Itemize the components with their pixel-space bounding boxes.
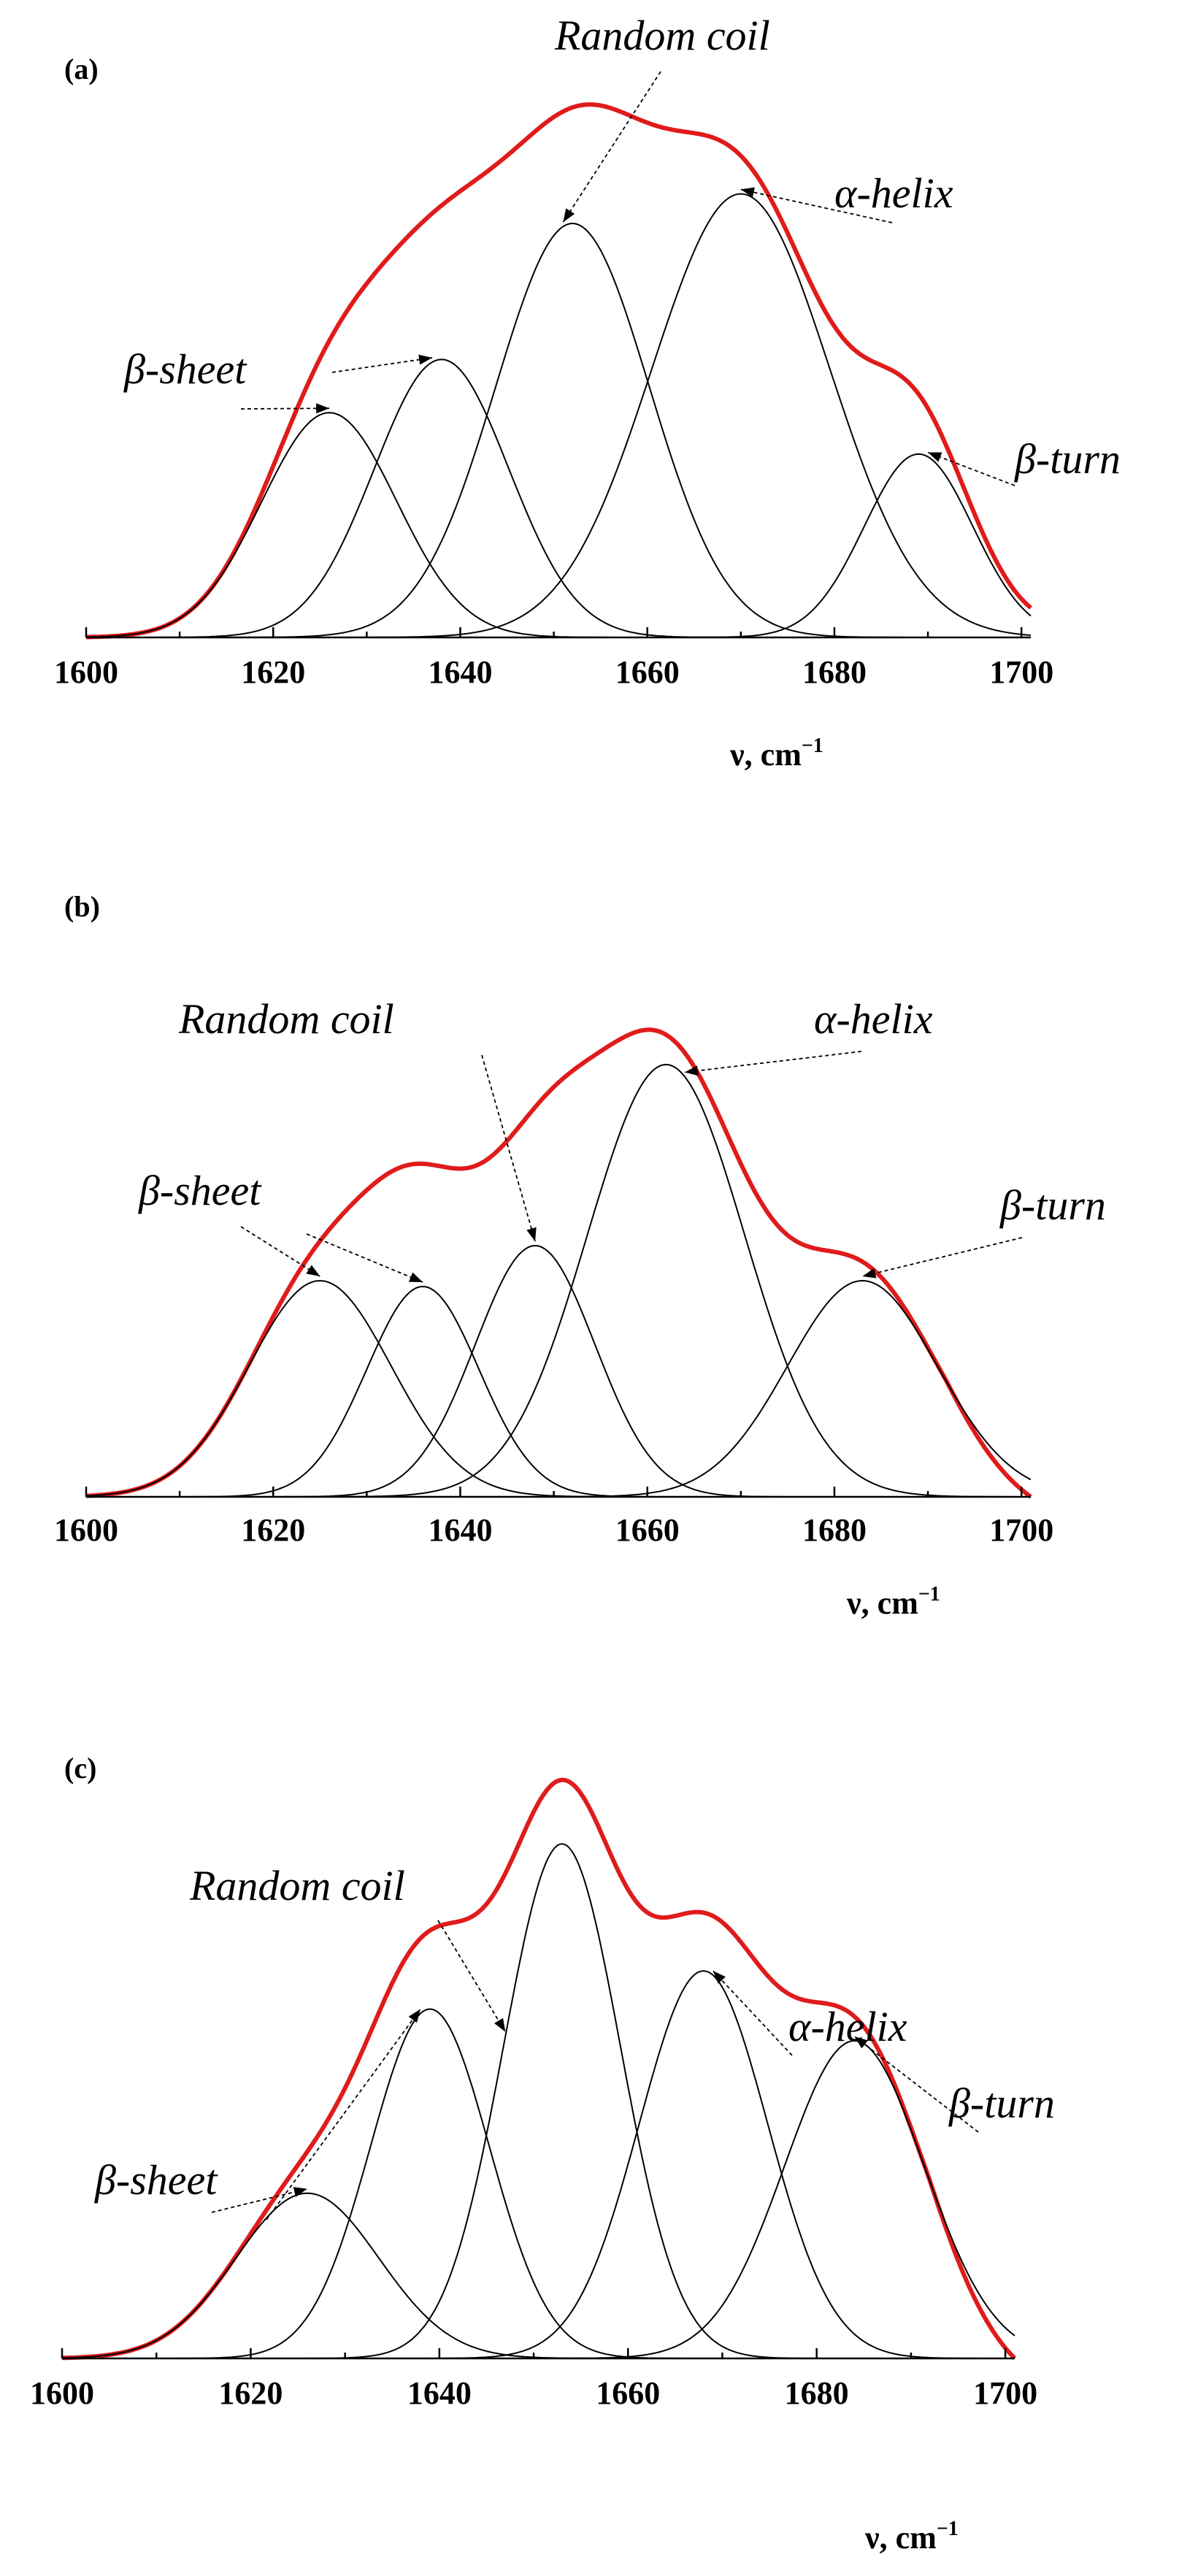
x-tick-label: 1680 xyxy=(785,2375,849,2411)
x-tick-label: 1640 xyxy=(428,1512,492,1548)
component-beta-sheet-1 xyxy=(62,2192,1015,2359)
panel-1: 1600 1620 1640 1660 1680 1700 (a) ν, cm−1 Random… xyxy=(54,12,1121,773)
annotation-alpha-helix: α-helix xyxy=(834,169,953,217)
annotation-random-coil: Random coil xyxy=(554,12,770,59)
x-tick-label: 1600 xyxy=(30,2375,94,2411)
annotation-beta-sheet: β-sheet xyxy=(123,345,247,393)
annotation-random-coil: Random coil xyxy=(189,1862,405,1909)
panel-label: (a) xyxy=(64,53,99,85)
component-beta-sheet-2 xyxy=(86,1285,1031,1498)
x-axis-label-text: ν, cm xyxy=(864,2520,937,2556)
x-axis-label-exponent: −1 xyxy=(918,1583,940,1606)
annotation-arrowhead xyxy=(713,1971,726,1984)
annotation-arrowhead xyxy=(418,354,432,365)
annotation-beta-sheet: β-sheet xyxy=(138,1167,262,1214)
x-axis-label: ν, cm−1 xyxy=(729,735,823,773)
annotation-beta-turn: β-turn xyxy=(948,2079,1055,2127)
annotation-beta-sheet: β-sheet xyxy=(94,2156,218,2204)
x-axis-label: ν, cm−1 xyxy=(864,2518,959,2556)
x-tick-label: 1660 xyxy=(596,2375,660,2411)
annotation-arrowhead xyxy=(306,1265,320,1276)
x-axis-label-exponent: −1 xyxy=(802,735,823,757)
panel-label: (c) xyxy=(64,1752,96,1785)
annotation-beta-turn: β-turn xyxy=(1014,435,1121,483)
annotation-arrowhead xyxy=(862,1268,877,1279)
component-beta-sheet-1 xyxy=(86,412,1031,638)
x-tick-label: 1660 xyxy=(615,654,680,690)
component-beta-turn-5 xyxy=(86,453,1032,638)
annotation-arrow xyxy=(240,1226,320,1277)
x-tick-label: 1620 xyxy=(241,1512,305,1548)
annotation-arrow xyxy=(481,1054,536,1242)
component-random-coil-3 xyxy=(62,1843,1015,2359)
annotation-arrowhead xyxy=(685,1065,699,1076)
x-tick-label: 1700 xyxy=(989,654,1053,690)
x-axis-label-text: ν, cm xyxy=(846,1585,918,1621)
annotation-arrowhead xyxy=(408,2009,420,2023)
x-tick-label: 1700 xyxy=(989,1512,1053,1548)
panel-3: 1600 1620 1640 1660 1680 1700 (c) ν, cm−1 Random… xyxy=(30,1752,1055,2556)
x-axis-label-text: ν, cm xyxy=(729,737,802,773)
component-beta-sheet-1 xyxy=(85,1279,1031,1498)
annotation-arrowhead xyxy=(928,452,942,462)
annotation-arrowhead xyxy=(408,1272,423,1282)
annotation-alpha-helix: α-helix xyxy=(814,995,933,1043)
annotation-alpha-helix: α-helix xyxy=(788,2003,907,2050)
annotation-arrowhead xyxy=(740,187,755,198)
annotation-arrow xyxy=(712,1970,793,2056)
component-beta-sheet-2 xyxy=(86,359,1031,638)
envelope-curve xyxy=(86,102,1032,640)
annotation-arrowhead xyxy=(563,208,575,223)
x-tick-label: 1640 xyxy=(428,654,492,690)
annotation-arrow xyxy=(562,71,661,223)
x-tick-label: 1680 xyxy=(802,654,867,690)
annotation-random-coil: Random coil xyxy=(178,995,394,1043)
annotation-arrow xyxy=(684,1051,862,1073)
annotation-beta-turn: β-turn xyxy=(999,1181,1106,1229)
annotation-arrow xyxy=(927,451,1015,486)
x-tick-label: 1660 xyxy=(615,1512,680,1548)
annotation-arrowhead xyxy=(526,1227,537,1241)
annotation-arrow xyxy=(862,1237,1023,1277)
annotation-arrow xyxy=(437,1920,507,2033)
annotation-arrowhead xyxy=(293,2187,307,2197)
x-tick-label: 1620 xyxy=(241,654,305,690)
x-tick-label: 1600 xyxy=(54,1512,118,1548)
x-tick-label: 1700 xyxy=(973,2375,1037,2411)
annotation-arrowhead xyxy=(854,2036,868,2049)
x-tick-label: 1640 xyxy=(407,2375,472,2411)
annotation-arrow xyxy=(306,1233,423,1283)
panel-2: 1600 1620 1640 1660 1680 1700 (b) ν, cm−1 Random… xyxy=(54,890,1106,1621)
x-axis-label-exponent: −1 xyxy=(937,2518,959,2540)
x-tick-label: 1680 xyxy=(802,1512,867,1548)
x-tick-label: 1620 xyxy=(218,2375,283,2411)
annotation-arrow xyxy=(331,357,433,373)
panel-label: (b) xyxy=(64,890,100,923)
annotation-arrow xyxy=(240,407,330,410)
annotation-arrowhead xyxy=(316,403,330,414)
x-tick-label: 1600 xyxy=(54,654,118,690)
annotation-arrow xyxy=(211,2188,308,2213)
annotation-arrow xyxy=(266,2008,421,2220)
component-beta-turn-5 xyxy=(86,1279,1032,1498)
component-alpha-helix-4 xyxy=(86,1063,1031,1498)
x-axis-label: ν, cm−1 xyxy=(846,1583,940,1621)
component-alpha-helix-4 xyxy=(86,193,1032,638)
annotation-arrowhead xyxy=(494,2017,506,2032)
